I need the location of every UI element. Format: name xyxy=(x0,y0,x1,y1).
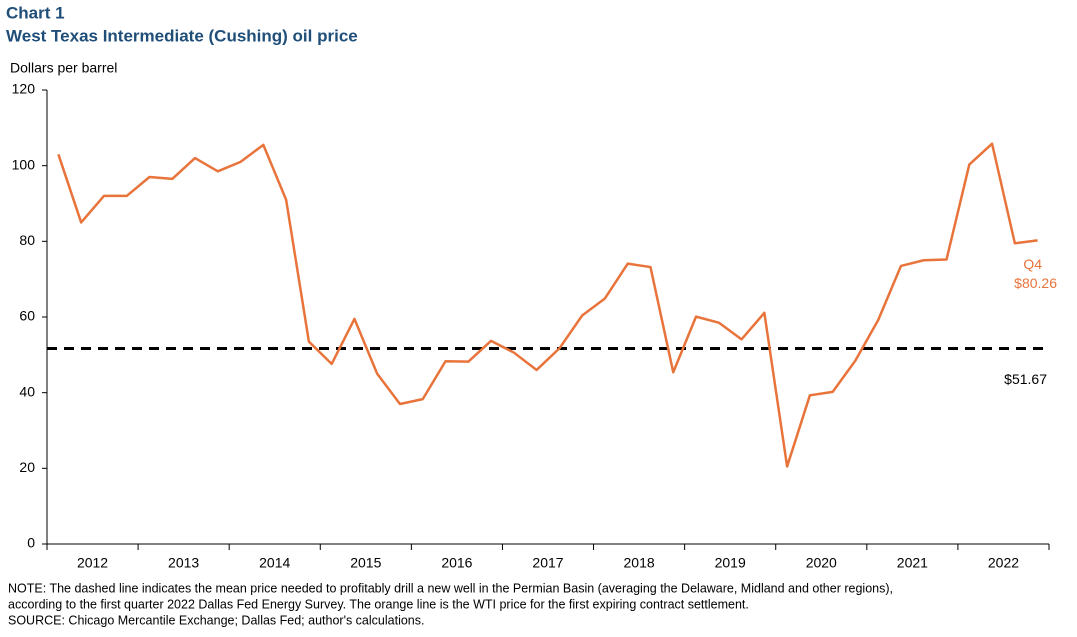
line-series xyxy=(57,142,1038,468)
x-tick-label: 2014 xyxy=(259,555,290,571)
y-tick-label: 100 xyxy=(12,156,36,172)
y-tick-label: 80 xyxy=(19,232,35,248)
point-note: Q4 xyxy=(1023,256,1042,272)
note: NOTE: The dashed line indicates the mean… xyxy=(8,581,893,595)
note: according to the first quarter 2022 Dall… xyxy=(8,597,749,611)
x-tick-label: 2019 xyxy=(715,555,746,571)
chart-title: Chart 1 xyxy=(6,3,65,22)
y-tick-label: 20 xyxy=(19,459,35,475)
x-tick-label: 2020 xyxy=(806,555,837,571)
x-tick-label: 2013 xyxy=(168,555,199,571)
x-tick-label: 2018 xyxy=(624,555,655,571)
x-tick-label: 2012 xyxy=(77,555,108,571)
y-tick-label: 60 xyxy=(19,308,35,324)
x-tick-label: 2017 xyxy=(532,555,563,571)
reference-label: $51.67 xyxy=(1004,371,1047,387)
y-tick-label: 0 xyxy=(27,535,35,551)
x-tick-label: 2015 xyxy=(350,555,381,571)
chart-subtitle: West Texas Intermediate (Cushing) oil pr… xyxy=(6,26,358,45)
note: SOURCE: Chicago Mercantile Exchange; Dal… xyxy=(8,613,424,627)
y-tick-label: 120 xyxy=(12,81,36,97)
x-tick-label: 2016 xyxy=(441,555,472,571)
x-tick-label: 2021 xyxy=(897,555,928,571)
y-axis-label: Dollars per barrel xyxy=(10,60,117,76)
value-label: $80.26 xyxy=(1014,275,1057,291)
x-tick-label: 2022 xyxy=(988,555,1019,571)
y-tick-label: 40 xyxy=(19,383,35,399)
